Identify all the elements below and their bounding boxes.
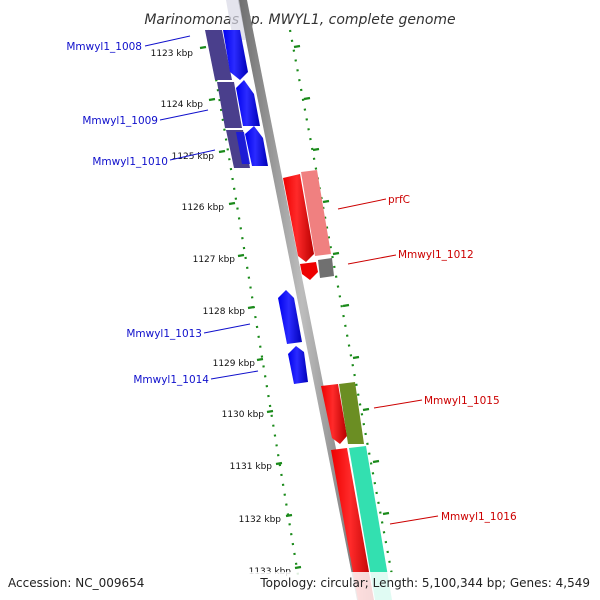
gene-label[interactable]: Mmwyl1_1012 <box>398 249 474 261</box>
label-leader <box>337 198 387 210</box>
tick-label: 1125 kbp <box>172 152 215 162</box>
gene-labels-left: Mmwyl1_1008 Mmwyl1_1009 Mmwyl1_1010 Mmwy… <box>66 35 259 386</box>
gene-group-upper <box>205 30 268 168</box>
gene-label[interactable]: Mmwyl1_1010 <box>92 156 168 168</box>
gene-label[interactable]: Mmwyl1_1016 <box>441 511 517 523</box>
tick-label: 1124 kbp <box>161 100 204 110</box>
tick-label: 1126 kbp <box>182 203 225 213</box>
gene-label[interactable]: prfC <box>388 194 410 206</box>
cds-feature[interactable] <box>301 170 331 256</box>
tick-mark-right <box>293 44 301 49</box>
label-leader <box>159 109 209 121</box>
gene-feature[interactable] <box>236 132 250 164</box>
tick-label: 1132 kbp <box>239 515 282 525</box>
tick-mark-left <box>275 461 283 466</box>
tick-label: 1131 kbp <box>230 462 273 472</box>
label-leader <box>144 35 191 47</box>
gene-group-middle <box>278 290 308 384</box>
tick-mark-left <box>228 201 236 206</box>
map-title: Marinomonas sp. MWYL1, complete genome <box>144 12 455 28</box>
tick-mark-right <box>312 147 320 152</box>
tick-mark-right <box>352 355 360 360</box>
gene-feature[interactable] <box>223 30 248 80</box>
gene-feature[interactable] <box>278 290 302 344</box>
tick-mark-right <box>382 511 390 516</box>
label-leader <box>203 323 251 334</box>
cds-feature[interactable] <box>217 82 242 128</box>
tick-label: 1128 kbp <box>203 307 246 317</box>
gene-label[interactable]: Mmwyl1_1014 <box>133 374 209 386</box>
label-leader <box>389 515 439 525</box>
tick-mark-left <box>285 513 293 518</box>
cds-feature[interactable] <box>349 446 392 600</box>
tick-mark-left <box>208 97 216 102</box>
gene-feature[interactable] <box>288 346 308 384</box>
tick-mark-left <box>199 45 207 50</box>
tick-mark-right <box>332 251 340 256</box>
tick-label: 1127 kbp <box>193 255 236 265</box>
cds-feature[interactable] <box>318 258 334 278</box>
tick-mark-right <box>303 96 311 101</box>
cds-feature[interactable] <box>205 30 232 80</box>
cds-feature[interactable] <box>339 382 364 444</box>
gene-feature[interactable] <box>245 126 268 166</box>
gene-group-lower <box>321 382 392 600</box>
gene-label[interactable]: Mmwyl1_1008 <box>66 41 142 53</box>
label-leader <box>169 149 216 161</box>
tick-mark-right <box>372 459 380 464</box>
gene-label[interactable]: Mmwyl1_1009 <box>82 115 158 127</box>
gene-label[interactable]: Mmwyl1_1015 <box>424 395 500 407</box>
tick-mark-right <box>322 199 330 204</box>
tick-mark-left <box>294 565 302 570</box>
tick-label: 1123 kbp <box>151 49 194 59</box>
label-leader <box>210 370 259 380</box>
gene-label[interactable]: Mmwyl1_1013 <box>126 328 202 340</box>
tick-mark-left <box>247 305 255 310</box>
tick-mark-right <box>342 303 350 308</box>
tick-mark-left <box>256 357 264 362</box>
footer-accession: Accession: NC_009654 <box>8 576 144 590</box>
gene-feature[interactable] <box>331 448 374 600</box>
gene-feature[interactable] <box>236 80 260 126</box>
tick-mark-right <box>362 407 370 412</box>
label-leader <box>373 399 423 409</box>
gene-feature[interactable] <box>300 262 318 280</box>
footer-summary: Topology: circular; Length: 5,100,344 bp… <box>259 576 590 590</box>
label-leader <box>347 254 397 265</box>
tick-mark-left <box>237 253 245 258</box>
footer-background <box>0 572 600 600</box>
scale-guide-left <box>206 29 300 576</box>
tick-mark-left <box>218 149 226 154</box>
tick-label: 1130 kbp <box>222 410 265 420</box>
gene-group-prfc <box>283 170 334 280</box>
tick-mark-left <box>266 409 274 414</box>
gene-labels-right: prfC Mmwyl1_1012 Mmwyl1_1015 Mmwyl1_1016 <box>337 194 517 525</box>
gene-prfC[interactable] <box>283 174 314 262</box>
gene-feature[interactable] <box>321 384 347 444</box>
tick-label: 1129 kbp <box>213 359 256 369</box>
